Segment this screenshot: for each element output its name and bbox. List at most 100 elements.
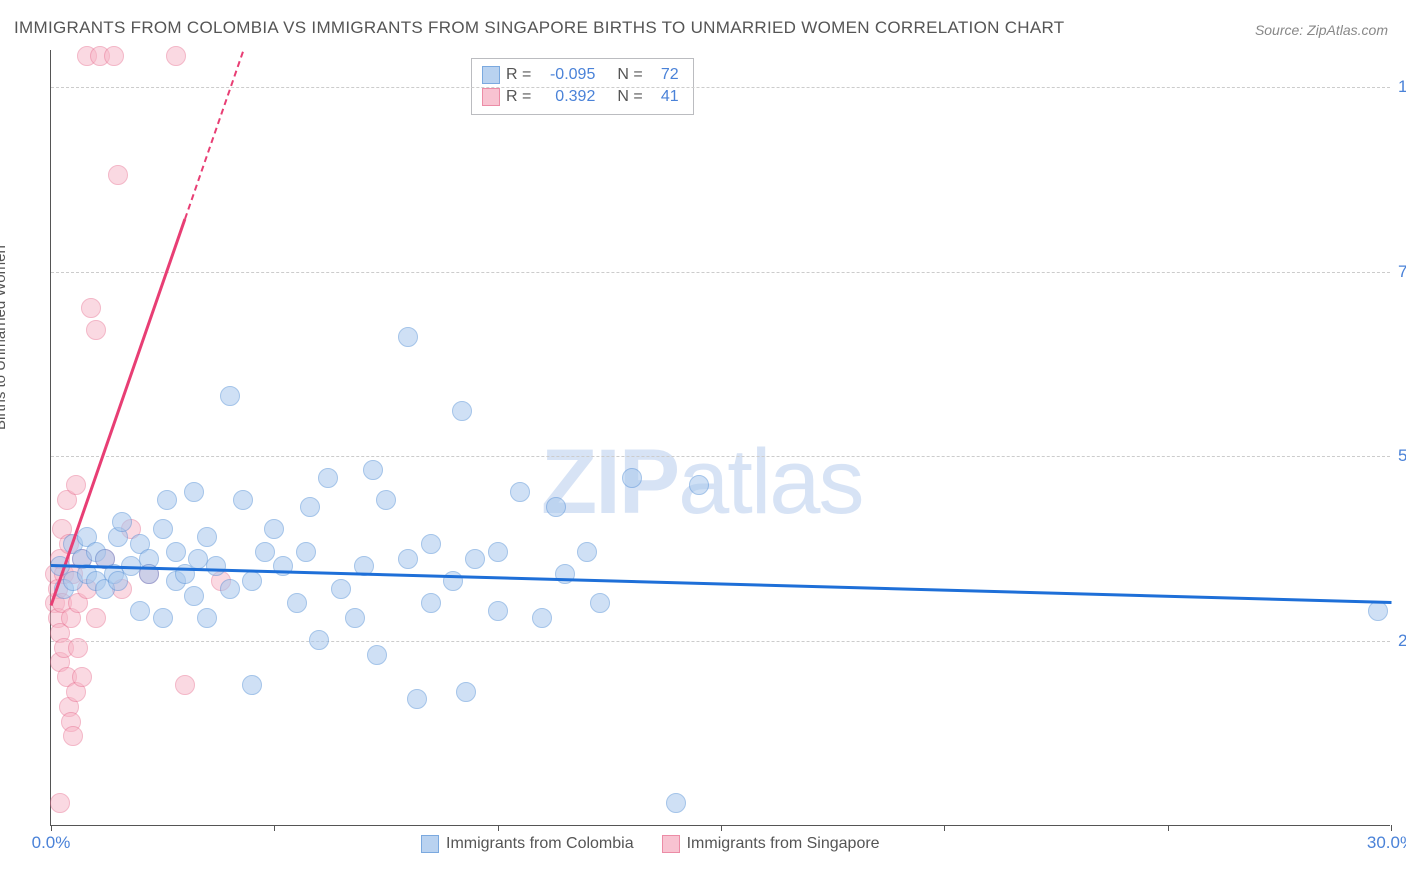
colombia-point xyxy=(398,549,418,569)
colombia-point xyxy=(264,519,284,539)
n-label: N = xyxy=(617,64,642,86)
x-tick-label: 30.0% xyxy=(1367,833,1406,853)
colombia-point xyxy=(112,512,132,532)
colombia-point xyxy=(376,490,396,510)
singapore-point xyxy=(68,638,88,658)
x-tick-label: 0.0% xyxy=(32,833,71,853)
gridline xyxy=(51,456,1390,457)
colombia-point xyxy=(300,497,320,517)
n-label: N = xyxy=(617,86,642,108)
legend-label-colombia: Immigrants from Colombia xyxy=(446,835,634,853)
colombia-point xyxy=(363,460,383,480)
legend-item-colombia: Immigrants from Colombia xyxy=(421,835,634,853)
x-tick xyxy=(498,825,499,831)
singapore-point xyxy=(86,320,106,340)
singapore-point xyxy=(66,475,86,495)
x-tick xyxy=(944,825,945,831)
legend-swatch-singapore xyxy=(662,835,680,853)
legend-row-colombia: R = -0.095 N = 72 xyxy=(482,64,679,86)
legend-swatch-colombia xyxy=(421,835,439,853)
singapore-point xyxy=(166,46,186,66)
colombia-point xyxy=(510,482,530,502)
colombia-point xyxy=(488,542,508,562)
colombia-point xyxy=(367,645,387,665)
singapore-point xyxy=(81,298,101,318)
trend-line xyxy=(184,51,244,219)
colombia-point xyxy=(153,608,173,628)
r-label: R = xyxy=(506,86,531,108)
singapore-point xyxy=(50,793,70,813)
colombia-point xyxy=(153,519,173,539)
colombia-point xyxy=(220,386,240,406)
gridline xyxy=(51,272,1390,273)
colombia-point xyxy=(689,475,709,495)
r-value-singapore: 0.392 xyxy=(537,86,595,108)
colombia-point xyxy=(242,675,262,695)
colombia-point xyxy=(546,497,566,517)
colombia-point xyxy=(166,542,186,562)
singapore-point xyxy=(86,608,106,628)
colombia-point xyxy=(666,793,686,813)
singapore-point xyxy=(108,165,128,185)
legend-swatch-singapore xyxy=(482,88,500,106)
colombia-point xyxy=(130,601,150,621)
gridline xyxy=(51,87,1390,88)
legend-row-singapore: R = 0.392 N = 41 xyxy=(482,86,679,108)
colombia-point xyxy=(331,579,351,599)
colombia-point xyxy=(197,608,217,628)
colombia-point xyxy=(233,490,253,510)
colombia-point xyxy=(206,556,226,576)
legend-label-singapore: Immigrants from Singapore xyxy=(687,835,880,853)
colombia-point xyxy=(456,682,476,702)
source-attribution: Source: ZipAtlas.com xyxy=(1255,22,1388,38)
colombia-point xyxy=(184,586,204,606)
singapore-point xyxy=(104,46,124,66)
x-tick xyxy=(1391,825,1392,831)
y-axis-label: Births to Unmarried Women xyxy=(0,245,9,430)
singapore-point xyxy=(175,675,195,695)
series-legend: Immigrants from Colombia Immigrants from… xyxy=(421,835,880,853)
n-value-colombia: 72 xyxy=(649,64,679,86)
source-value: ZipAtlas.com xyxy=(1307,22,1388,38)
colombia-point xyxy=(488,601,508,621)
colombia-point xyxy=(296,542,316,562)
colombia-point xyxy=(577,542,597,562)
colombia-point xyxy=(157,490,177,510)
colombia-point xyxy=(532,608,552,628)
legend-swatch-colombia xyxy=(482,66,500,84)
colombia-point xyxy=(421,534,441,554)
colombia-point xyxy=(622,468,642,488)
colombia-point xyxy=(398,327,418,347)
x-tick xyxy=(1168,825,1169,831)
legend-item-singapore: Immigrants from Singapore xyxy=(662,835,880,853)
colombia-point xyxy=(452,401,472,421)
colombia-point xyxy=(255,542,275,562)
y-tick-label: 50.0% xyxy=(1398,446,1406,466)
x-tick xyxy=(721,825,722,831)
scatter-plot-area: ZIPatlas R = -0.095 N = 72 R = 0.392 N =… xyxy=(50,50,1390,826)
colombia-point xyxy=(345,608,365,628)
colombia-point xyxy=(309,630,329,650)
r-value-colombia: -0.095 xyxy=(537,64,595,86)
colombia-point xyxy=(242,571,262,591)
x-tick xyxy=(51,825,52,831)
n-value-singapore: 41 xyxy=(649,86,679,108)
watermark-bold: ZIP xyxy=(541,431,678,533)
y-tick-label: 25.0% xyxy=(1398,631,1406,651)
y-tick-label: 100.0% xyxy=(1398,77,1406,97)
colombia-point xyxy=(287,593,307,613)
colombia-point xyxy=(407,689,427,709)
x-tick xyxy=(274,825,275,831)
gridline xyxy=(51,641,1390,642)
r-label: R = xyxy=(506,64,531,86)
colombia-point xyxy=(465,549,485,569)
colombia-point xyxy=(590,593,610,613)
singapore-point xyxy=(63,726,83,746)
colombia-point xyxy=(318,468,338,488)
singapore-point xyxy=(72,667,92,687)
colombia-point xyxy=(421,593,441,613)
y-tick-label: 75.0% xyxy=(1398,262,1406,282)
colombia-point xyxy=(184,482,204,502)
colombia-point xyxy=(197,527,217,547)
source-label: Source: xyxy=(1255,22,1303,38)
